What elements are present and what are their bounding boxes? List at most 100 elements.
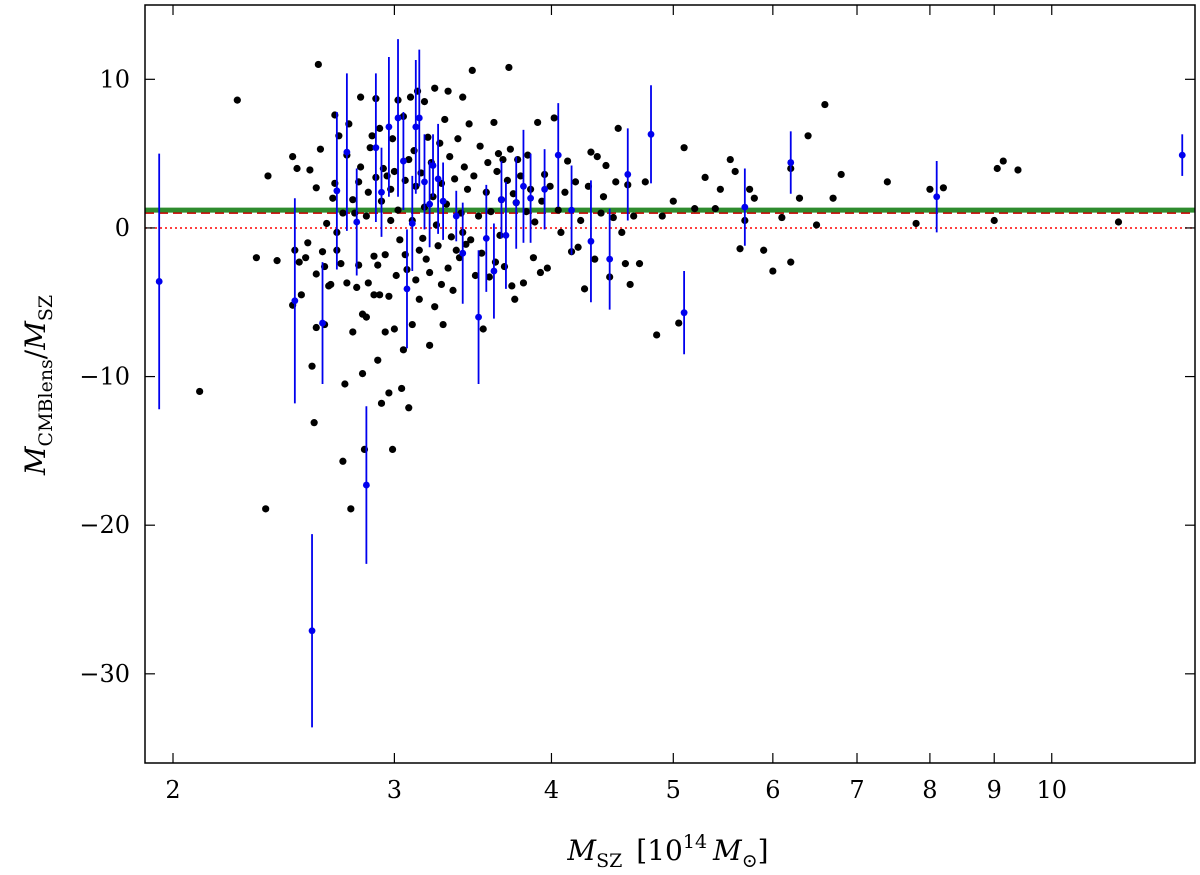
data-point-black bbox=[787, 258, 795, 266]
data-point-black bbox=[304, 239, 312, 247]
data-point-black bbox=[760, 246, 768, 254]
data-point-black bbox=[999, 157, 1007, 165]
data-point-black bbox=[426, 268, 434, 277]
data-point-black bbox=[479, 325, 487, 333]
data-point-black bbox=[293, 164, 301, 173]
y-tick-label: −20 bbox=[79, 511, 130, 539]
data-point-blue bbox=[434, 175, 442, 183]
data-point-black bbox=[329, 194, 337, 202]
data-point-black bbox=[381, 328, 389, 336]
x-axis-label: MSZ [1014 M⊙] bbox=[566, 831, 768, 872]
data-point-black bbox=[550, 114, 558, 122]
data-point-black bbox=[580, 285, 589, 293]
data-point-black bbox=[500, 262, 509, 271]
data-point-black bbox=[364, 279, 372, 287]
x-tick-label: 7 bbox=[849, 776, 864, 804]
data-point-blue bbox=[426, 200, 434, 208]
data-point-black bbox=[314, 60, 322, 69]
data-point-black bbox=[795, 194, 804, 202]
data-point-blue bbox=[333, 187, 341, 195]
data-point-black bbox=[812, 221, 821, 229]
data-point-blue bbox=[394, 114, 402, 122]
data-point-black bbox=[451, 175, 459, 183]
data-point-blue bbox=[512, 199, 520, 207]
data-point-black bbox=[675, 319, 683, 327]
x-tick-label: 3 bbox=[387, 776, 402, 804]
data-point-black bbox=[554, 206, 562, 214]
data-point-black bbox=[939, 184, 947, 192]
data-point-black bbox=[641, 178, 649, 186]
data-point-black bbox=[362, 212, 370, 220]
data-point-black bbox=[399, 346, 408, 354]
data-point-black bbox=[462, 240, 470, 248]
data-point-black bbox=[398, 384, 406, 393]
data-point-black bbox=[614, 124, 622, 132]
data-point-black bbox=[1114, 218, 1123, 226]
data-point-black bbox=[446, 153, 454, 161]
data-point-black bbox=[493, 167, 501, 176]
x-tick-label: 5 bbox=[666, 776, 681, 804]
data-point-black bbox=[505, 63, 513, 72]
data-point-black bbox=[463, 185, 472, 193]
data-point-black bbox=[434, 242, 442, 250]
data-point-black bbox=[524, 151, 532, 159]
data-point-black bbox=[452, 246, 460, 254]
data-point-blue bbox=[343, 148, 351, 156]
data-point-black bbox=[392, 271, 400, 280]
data-point-black bbox=[349, 328, 357, 336]
data-point-blue bbox=[291, 297, 299, 305]
data-point-black bbox=[444, 264, 452, 272]
data-point-black bbox=[405, 155, 413, 164]
data-point-blue bbox=[459, 249, 467, 257]
data-point-black bbox=[468, 66, 476, 74]
data-point-blue bbox=[541, 185, 548, 193]
data-point-black bbox=[431, 303, 439, 311]
data-point-black bbox=[563, 157, 572, 165]
data-point-blue bbox=[680, 309, 688, 317]
data-point-black bbox=[630, 212, 638, 220]
data-point-black bbox=[508, 282, 516, 290]
data-point-black bbox=[529, 254, 538, 262]
data-point-black bbox=[297, 291, 305, 299]
data-point-black bbox=[388, 135, 397, 143]
data-point-blue bbox=[429, 162, 437, 169]
data-point-black bbox=[377, 399, 386, 407]
data-point-black bbox=[926, 185, 934, 193]
data-point-black bbox=[289, 153, 297, 161]
data-point-black bbox=[531, 218, 539, 226]
data-point-blue bbox=[520, 182, 527, 190]
data-point-black bbox=[1014, 166, 1022, 174]
data-point-black bbox=[308, 362, 316, 370]
data-point-black bbox=[388, 445, 397, 453]
data-point-black bbox=[487, 207, 495, 216]
data-point-blue bbox=[498, 196, 505, 204]
data-point-black bbox=[484, 158, 492, 167]
data-point-black bbox=[716, 185, 724, 193]
data-point-black bbox=[546, 182, 554, 190]
data-point-black bbox=[339, 457, 347, 465]
y-axis-label: MCMBlens/MSZ bbox=[19, 295, 57, 476]
data-point-blue bbox=[308, 627, 316, 635]
data-point-blue bbox=[155, 278, 163, 285]
data-point-black bbox=[374, 356, 382, 364]
data-point-black bbox=[821, 100, 829, 109]
data-point-blue bbox=[412, 123, 420, 131]
data-point-black bbox=[310, 419, 318, 427]
y-tick-label: 0 bbox=[115, 214, 130, 242]
data-point-black bbox=[318, 248, 327, 256]
data-point-black bbox=[612, 178, 620, 186]
data-point-black bbox=[349, 196, 357, 204]
x-tick-label: 4 bbox=[544, 776, 559, 804]
data-point-black bbox=[491, 258, 500, 266]
data-point-black bbox=[264, 172, 272, 180]
data-point-black bbox=[420, 98, 429, 106]
data-point-black bbox=[534, 118, 542, 127]
data-point-blue bbox=[452, 212, 460, 220]
data-point-black bbox=[459, 93, 467, 101]
data-point-black bbox=[726, 155, 734, 164]
data-point-black bbox=[465, 120, 473, 128]
data-point-black bbox=[561, 188, 569, 196]
data-point-blue bbox=[319, 319, 326, 327]
data-point-black bbox=[490, 118, 498, 127]
